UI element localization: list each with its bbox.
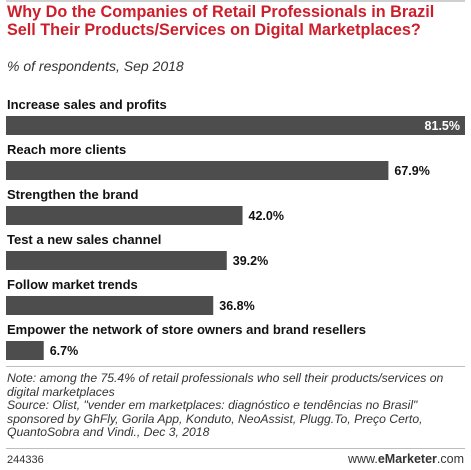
category-label: Reach more clients bbox=[7, 142, 126, 157]
footer-separator bbox=[6, 448, 465, 449]
value-label: 81.5% bbox=[425, 119, 460, 133]
category-label: Test a new sales channel bbox=[7, 232, 161, 247]
category-label: Empower the network of store owners and … bbox=[7, 322, 366, 337]
chart-note: Note: among the 75.4% of retail professi… bbox=[7, 371, 444, 399]
value-label: 42.0% bbox=[249, 209, 284, 223]
chart-id: 244336 bbox=[7, 454, 44, 466]
note-separator bbox=[6, 366, 465, 367]
value-label: 36.8% bbox=[219, 299, 254, 313]
brand-suffix: .com bbox=[436, 452, 464, 466]
brand-name: eMarketer bbox=[377, 452, 437, 466]
category-label: Follow market trends bbox=[7, 277, 138, 292]
category-label: Strengthen the brand bbox=[7, 187, 139, 202]
bar-chart: Increase sales and profits 81.5% Reach mor… bbox=[6, 97, 465, 360]
chart-subtitle: % of respondents, Sep 2018 bbox=[7, 58, 184, 74]
chart-source: Source: Olist, "vender em marketplaces: … bbox=[7, 398, 423, 440]
note-block: Note: among the 75.4% of retail professi… bbox=[7, 371, 465, 440]
brand-prefix: www. bbox=[347, 452, 378, 466]
category-label: Increase sales and profits bbox=[7, 97, 167, 112]
value-label: 39.2% bbox=[233, 254, 268, 268]
brand-logo: www.eMarketer.com bbox=[348, 452, 464, 466]
value-label: 6.7% bbox=[50, 344, 79, 358]
bar bbox=[6, 296, 214, 315]
bar bbox=[6, 116, 465, 135]
chart-title: Why Do the Companies of Retail Professio… bbox=[7, 3, 435, 39]
value-label: 67.9% bbox=[394, 164, 429, 178]
top-rule bbox=[6, 0, 465, 2]
bar bbox=[6, 341, 44, 360]
bar bbox=[6, 206, 243, 225]
bar bbox=[6, 161, 389, 180]
bar bbox=[6, 251, 227, 270]
